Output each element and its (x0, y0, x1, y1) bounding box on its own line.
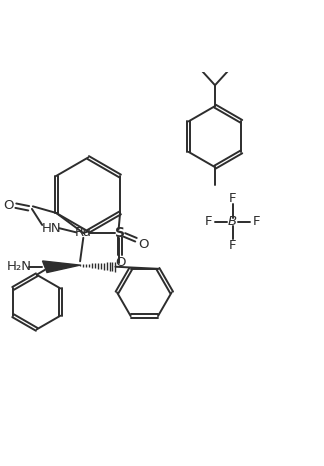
Text: O: O (138, 238, 149, 251)
Text: H₂N: H₂N (6, 260, 31, 273)
Text: HN: HN (41, 222, 61, 235)
Text: F: F (229, 239, 237, 252)
Text: F: F (205, 215, 212, 228)
Text: B: B (228, 215, 237, 228)
Text: Ru: Ru (75, 226, 92, 240)
Text: F: F (253, 215, 260, 228)
Text: F: F (229, 192, 237, 205)
Polygon shape (42, 261, 80, 273)
Text: S: S (115, 226, 125, 240)
Text: O: O (3, 199, 13, 212)
Text: O: O (115, 256, 125, 269)
